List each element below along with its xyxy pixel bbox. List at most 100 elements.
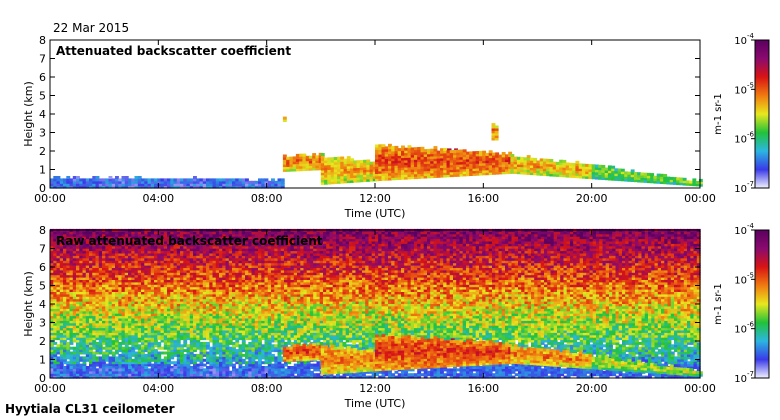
noise-cell <box>196 301 201 304</box>
noise-cell <box>219 346 223 350</box>
boundary-layer-cell <box>53 178 58 182</box>
noise-cell <box>193 255 197 259</box>
noise-cell <box>199 265 204 268</box>
aerosol-layer-cell <box>440 148 444 152</box>
noise-cell <box>115 322 119 326</box>
noise-cell <box>167 245 171 249</box>
aerosol-layer-cell <box>443 167 448 171</box>
noise-cell <box>72 298 77 302</box>
aerosol-layer-cell <box>327 167 332 170</box>
aerosol-layer-cell <box>420 175 425 179</box>
noise-cell <box>102 284 106 288</box>
noise-cell <box>53 351 58 355</box>
aerosol-layer-cell <box>482 172 487 176</box>
aerosol-layer-cell <box>427 160 431 164</box>
noise-cell <box>124 240 129 244</box>
noise-cell <box>79 252 84 256</box>
aerosol-layer-cell <box>320 172 325 176</box>
noise-cell <box>154 366 158 369</box>
aerosol-layer-cell <box>378 163 383 167</box>
aerosol-layer-cell <box>397 169 402 173</box>
boundary-layer-cell <box>170 183 175 187</box>
noise-cell <box>50 257 54 261</box>
boundary-layer-cell <box>121 183 126 187</box>
noise-cell <box>115 315 119 319</box>
boundary-layer-cell <box>199 183 204 187</box>
aerosol-layer-cell <box>446 174 451 178</box>
noise-cell <box>50 296 54 300</box>
aerosol-layer-cell <box>333 161 338 165</box>
noise-cell <box>98 310 103 314</box>
noise-cell <box>212 238 217 242</box>
noise-cell <box>206 322 210 326</box>
noise-cell <box>154 240 158 244</box>
noise-cell <box>202 284 207 288</box>
aerosol-layer-cell <box>611 177 616 181</box>
noise-cell <box>79 344 84 348</box>
noise-cell <box>147 269 152 273</box>
aerosol-layer-cell <box>375 163 379 167</box>
noise-cell <box>176 341 181 345</box>
noise-cell <box>206 286 210 290</box>
noise-cell <box>79 322 84 326</box>
aerosol-layer-cell <box>381 149 386 152</box>
noise-cell <box>69 284 74 288</box>
aerosol-layer-cell <box>330 157 335 161</box>
boundary-layer-cell <box>76 176 80 179</box>
aerosol-layer-cell <box>369 161 374 165</box>
noise-cell <box>193 361 197 365</box>
noise-cell <box>76 344 80 348</box>
aerosol-layer-cell <box>568 165 573 169</box>
aerosol-layer-cell <box>611 175 616 179</box>
aerosol-layer-cell <box>466 156 470 160</box>
noise-cell <box>92 356 97 360</box>
aerosol-layer-cell <box>604 174 609 178</box>
aerosol-layer-cell <box>381 161 386 164</box>
aerosol-layer-cell <box>529 162 534 166</box>
noise-cell <box>199 231 204 235</box>
noise-cell <box>202 281 207 285</box>
aerosol-layer-cell <box>505 159 509 163</box>
noise-cell <box>79 269 84 273</box>
noise-cell <box>144 281 149 285</box>
noise-cell <box>196 313 201 317</box>
noise-cell <box>124 329 129 333</box>
aerosol-layer-cell <box>391 174 396 178</box>
noise-cell <box>131 281 136 285</box>
noise-cell <box>193 293 197 297</box>
noise-cell <box>121 260 126 264</box>
aerosol-layer-cell <box>423 170 428 174</box>
noise-cell <box>147 267 152 271</box>
noise-cell <box>53 277 58 280</box>
aerosol-layer-cell <box>353 174 358 178</box>
noise-cell <box>144 361 149 365</box>
noise-cell <box>219 349 223 353</box>
noise-cell <box>209 327 214 331</box>
aerosol-layer-cell <box>356 174 361 178</box>
noise-cell <box>150 231 155 235</box>
aerosol-layer-cell <box>388 155 392 159</box>
noise-cell <box>89 325 93 329</box>
noise-cell <box>105 236 110 240</box>
noise-cell <box>56 303 61 307</box>
aerosol-layer-cell <box>363 174 367 178</box>
noise-cell <box>85 245 90 249</box>
aerosol-layer-cell <box>299 160 304 164</box>
noise-cell <box>199 325 204 329</box>
noise-cell <box>215 257 220 261</box>
noise-cell <box>128 361 132 365</box>
noise-cell <box>212 346 217 350</box>
noise-cell <box>79 265 84 268</box>
noise-cell <box>82 248 87 252</box>
noise-cell <box>163 339 168 343</box>
boundary-layer-cell <box>147 178 152 182</box>
aerosol-layer-cell <box>568 170 573 173</box>
aerosol-layer-cell <box>443 172 448 176</box>
noise-cell <box>72 243 77 247</box>
noise-cell <box>115 332 119 336</box>
noise-cell <box>66 272 71 276</box>
noise-cell <box>92 361 97 365</box>
noise-cell <box>92 339 97 343</box>
noise-cell <box>118 248 123 252</box>
